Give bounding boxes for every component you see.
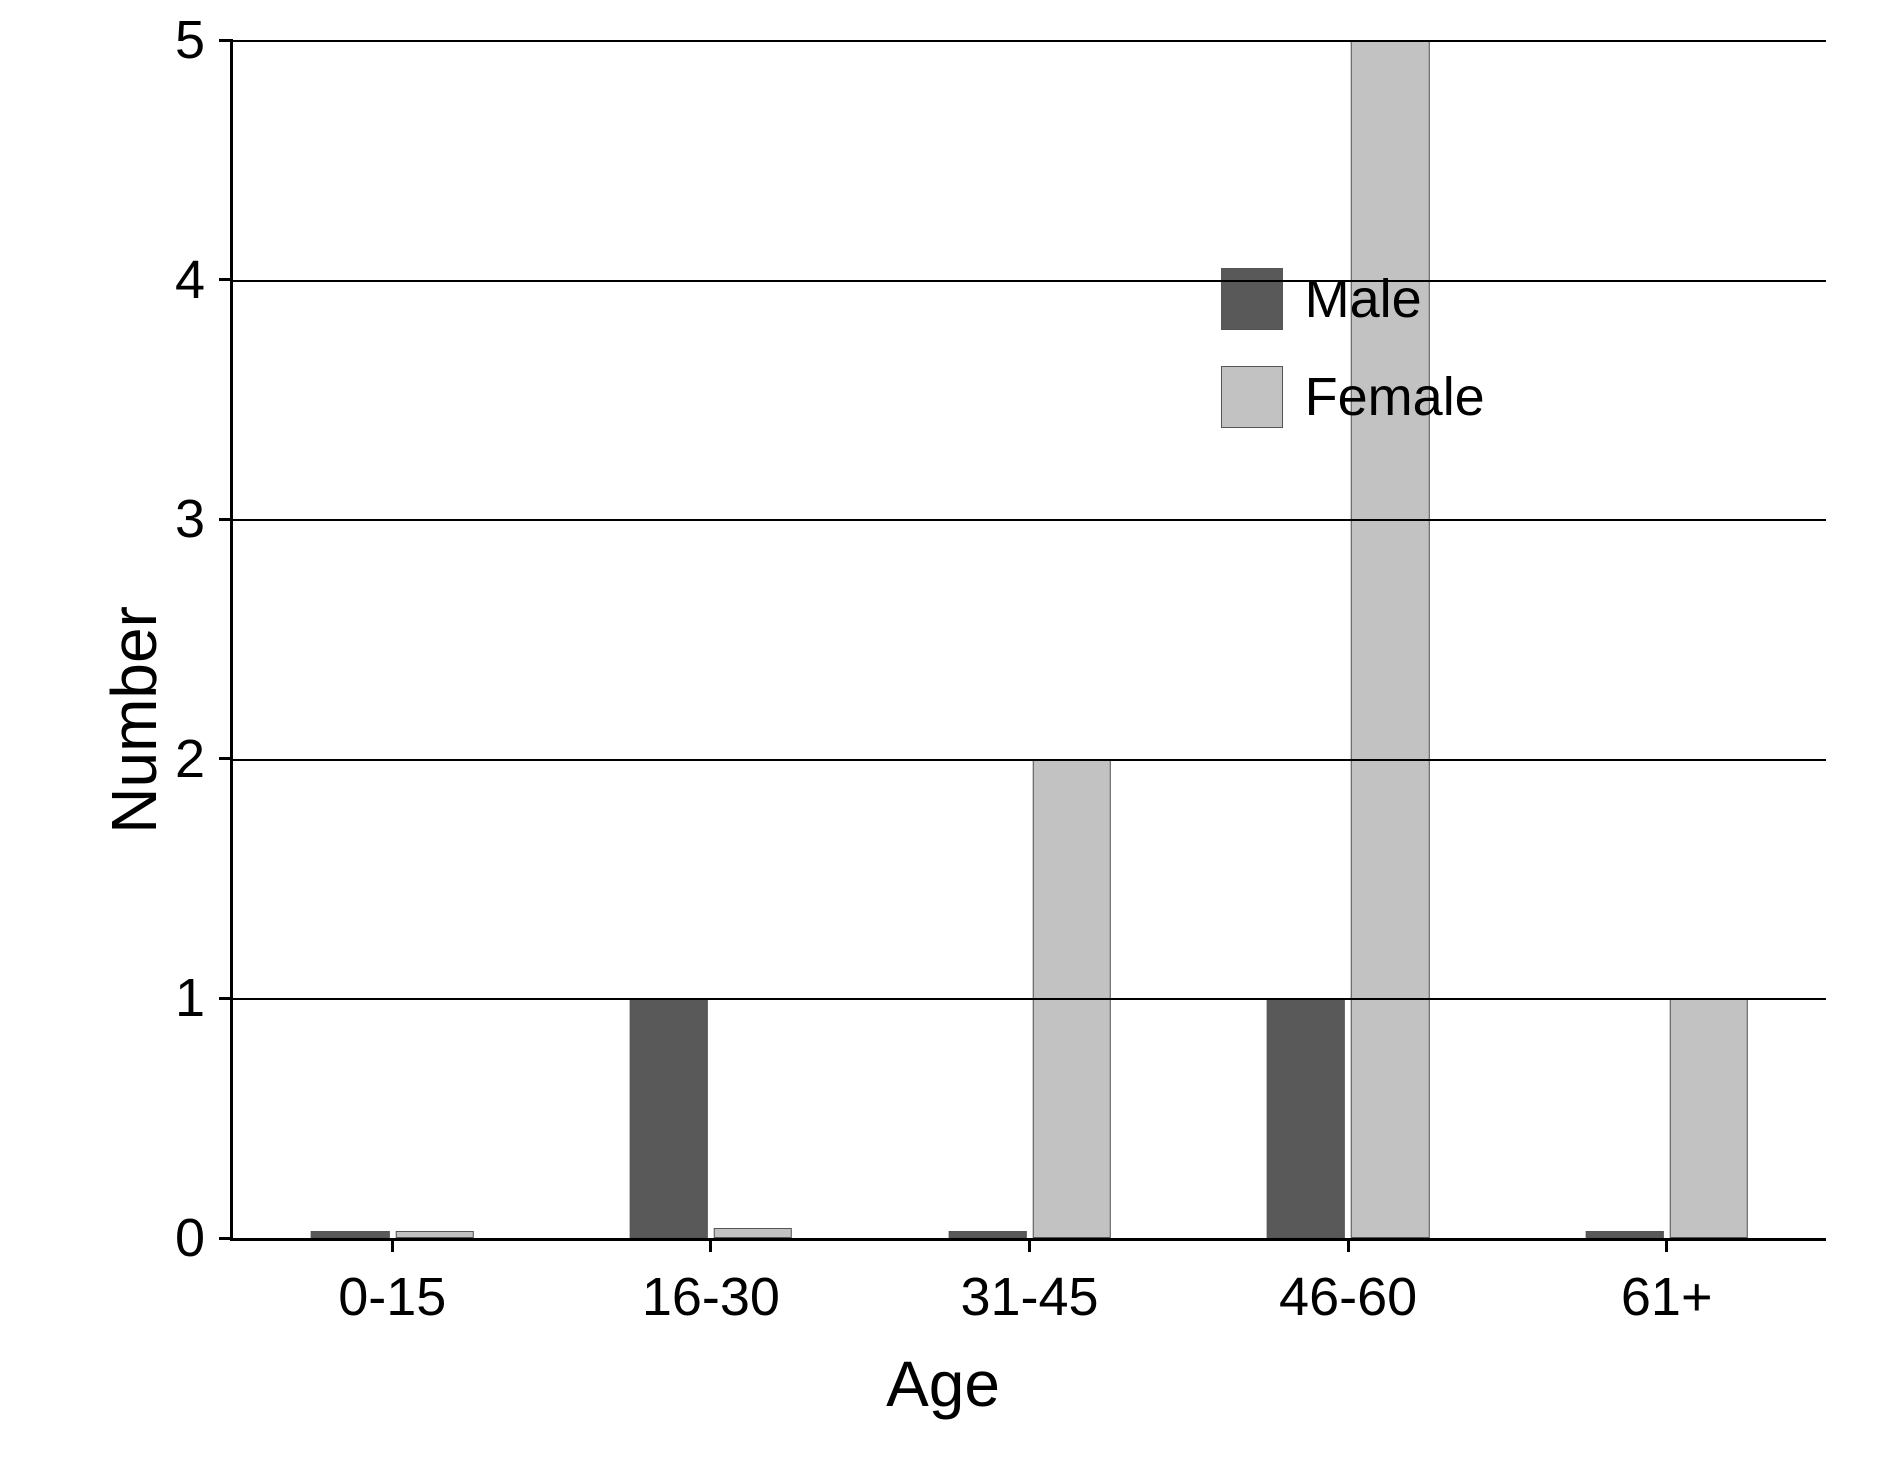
legend-swatch xyxy=(1221,366,1283,428)
x-tick-label: 0-15 xyxy=(338,1238,446,1328)
bar xyxy=(948,1231,1026,1238)
y-axis-title: Number xyxy=(97,606,171,834)
y-tick-label: 2 xyxy=(175,728,233,790)
bar-cluster xyxy=(1585,998,1747,1238)
bars-layer xyxy=(233,40,1826,1238)
y-tick-label: 5 xyxy=(175,9,233,71)
bar-rect xyxy=(1351,40,1429,1238)
bar xyxy=(1670,998,1748,1238)
legend-label: Female xyxy=(1305,366,1485,428)
legend: Male Female xyxy=(1221,268,1485,428)
bar-rect xyxy=(1585,1231,1663,1238)
legend-label: Male xyxy=(1305,268,1422,330)
bar xyxy=(714,1228,792,1238)
grid-line xyxy=(233,280,1826,282)
x-axis-title: Age xyxy=(0,1347,1886,1421)
bar-rect xyxy=(311,1231,389,1238)
x-tick-label: 16-30 xyxy=(642,1238,780,1328)
y-tick-label: 0 xyxy=(175,1207,233,1269)
bar xyxy=(1351,40,1429,1238)
bar xyxy=(311,1231,389,1238)
bar-rect xyxy=(714,1228,792,1238)
bar xyxy=(1585,1231,1663,1238)
y-tick-label: 4 xyxy=(175,249,233,311)
grid-line xyxy=(233,759,1826,761)
bar-cluster xyxy=(1267,40,1429,1238)
x-tick-label: 46-60 xyxy=(1279,1238,1417,1328)
legend-swatch xyxy=(1221,268,1283,330)
bar-cluster xyxy=(630,998,792,1238)
bar-rect xyxy=(395,1231,473,1238)
age-number-chart: Number Age Male Female 0 1 2 3 4 5 0-15 16-30 31-… xyxy=(0,0,1886,1461)
grid-line xyxy=(233,40,1826,42)
legend-item: Female xyxy=(1221,366,1485,428)
x-tick-label: 31-45 xyxy=(960,1238,1098,1328)
y-tick-label: 3 xyxy=(175,488,233,550)
bar xyxy=(395,1231,473,1238)
x-tick-label: 61+ xyxy=(1621,1238,1713,1328)
plot-area: MaleFemale 0123450-1516-3031-4546-6061+ xyxy=(230,40,1826,1241)
bar xyxy=(1267,998,1345,1238)
bar-rect xyxy=(1670,998,1748,1238)
bar-cluster xyxy=(311,1231,473,1238)
bar-rect xyxy=(1267,998,1345,1238)
grid-line xyxy=(233,998,1826,1000)
grid-line xyxy=(233,519,1826,521)
y-tick-label: 1 xyxy=(175,967,233,1029)
bar xyxy=(630,998,708,1238)
legend-item: Male xyxy=(1221,268,1485,330)
bar-rect xyxy=(948,1231,1026,1238)
bar-rect xyxy=(630,998,708,1238)
